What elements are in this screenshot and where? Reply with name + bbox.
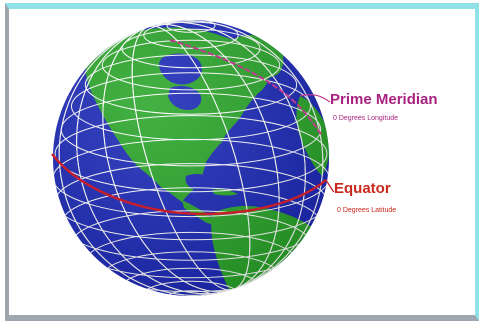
prime-meridian-title: Prime Meridian <box>330 91 438 108</box>
equator-subtitle: 0 Degrees Latitude <box>337 207 396 214</box>
prime-meridian-subtitle: 0 Degrees Longitude <box>333 115 398 122</box>
prime-meridian-leader-line <box>299 94 331 103</box>
prime-meridian-line <box>169 39 323 137</box>
equator-leader-line <box>325 179 335 193</box>
equator-title: Equator <box>334 180 391 197</box>
prime-meridian-label: Prime Meridian 0 Degrees Longitude <box>330 91 438 122</box>
equator-label: Equator 0 Degrees Latitude <box>334 180 396 214</box>
equator-line <box>51 153 327 216</box>
globe <box>51 20 335 296</box>
globe-shading <box>53 20 329 296</box>
